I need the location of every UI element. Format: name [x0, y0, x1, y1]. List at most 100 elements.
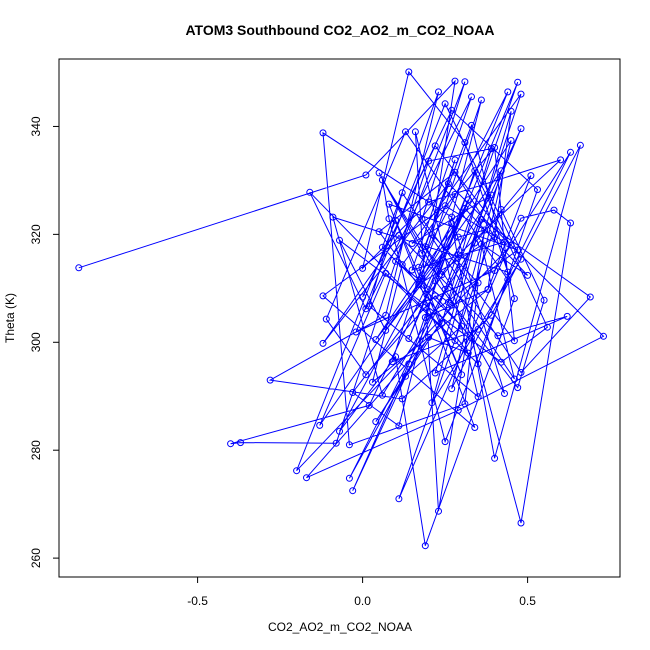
data-point	[567, 219, 574, 227]
data-point	[451, 190, 459, 198]
data-point	[487, 311, 495, 319]
x-axis-label: CO2_AO2_m_CO2_NOAA	[268, 620, 412, 634]
data-point	[385, 200, 393, 208]
data-point	[405, 335, 413, 342]
data-point	[557, 156, 565, 164]
data-point	[497, 358, 505, 366]
data-point	[425, 157, 433, 165]
data-point	[382, 326, 390, 334]
data-point	[451, 168, 459, 176]
data-point	[438, 319, 446, 327]
data-point	[477, 96, 485, 104]
data-point	[550, 206, 558, 214]
data-point	[349, 487, 357, 495]
data-point	[435, 88, 442, 96]
data-point	[306, 188, 314, 196]
data-point	[266, 376, 274, 384]
data-point	[507, 241, 515, 249]
data-point	[418, 215, 426, 223]
data-point	[454, 233, 462, 241]
data-point	[444, 180, 452, 188]
data-point	[398, 189, 406, 197]
y-tick-label: 300	[29, 332, 43, 352]
data-point	[567, 148, 574, 156]
y-tick-label: 340	[29, 116, 43, 136]
data-point	[468, 121, 475, 129]
data-point	[534, 186, 541, 194]
data-point	[418, 274, 426, 282]
data-point	[487, 145, 495, 153]
data-point	[405, 360, 413, 368]
data-point	[507, 137, 515, 144]
data-point	[471, 167, 479, 175]
data-point	[349, 389, 357, 396]
data-point	[497, 167, 505, 175]
data-point	[421, 243, 429, 251]
data-point	[494, 332, 502, 340]
data-point	[428, 230, 436, 238]
data-point	[586, 293, 594, 301]
data-point	[431, 369, 439, 377]
data-point	[336, 427, 343, 435]
series-layer	[75, 68, 607, 550]
data-point	[402, 128, 409, 136]
data-point	[484, 285, 492, 293]
data-point	[474, 325, 482, 333]
data-point	[359, 293, 367, 301]
data-point	[329, 213, 337, 221]
data-point	[517, 519, 525, 527]
data-point	[237, 439, 244, 447]
data-point	[444, 298, 452, 306]
data-point	[345, 474, 353, 482]
data-point	[514, 384, 522, 392]
data-point	[501, 238, 508, 246]
data-point	[514, 78, 522, 86]
data-point	[382, 311, 390, 319]
data-point	[418, 249, 426, 257]
data-point	[497, 206, 505, 213]
data-point	[438, 271, 446, 279]
data-point	[461, 400, 469, 408]
data-point	[402, 372, 409, 380]
data-point	[451, 77, 459, 85]
data-point	[385, 215, 393, 223]
data-point	[395, 495, 403, 503]
data-point	[336, 236, 343, 244]
data-point	[352, 328, 360, 336]
data-point	[563, 312, 571, 320]
data-point	[477, 215, 485, 223]
data-point	[471, 239, 479, 247]
data-point	[576, 141, 584, 149]
data-point	[405, 68, 413, 76]
data-point	[474, 393, 482, 401]
data-point	[458, 371, 466, 379]
data-point	[398, 261, 406, 269]
y-axis: 260 280 300 320 340	[29, 116, 59, 568]
data-point	[491, 267, 499, 274]
data-point	[510, 337, 518, 345]
data-point	[468, 93, 475, 101]
data-point	[441, 202, 449, 210]
data-point	[431, 277, 439, 285]
data-point	[477, 240, 485, 248]
data-point	[365, 401, 373, 409]
x-axis: -0.5 0.0 0.5	[187, 577, 536, 608]
data-point	[378, 391, 386, 399]
data-point	[517, 90, 525, 98]
data-point	[504, 276, 512, 284]
data-point	[378, 176, 386, 184]
data-point	[504, 88, 512, 96]
data-point	[451, 337, 459, 345]
data-point	[362, 305, 370, 313]
data-point	[395, 422, 403, 430]
data-point	[461, 139, 469, 147]
data-point	[372, 418, 380, 426]
data-point	[421, 314, 429, 321]
data-point	[510, 375, 518, 383]
data-point	[362, 171, 370, 179]
data-point	[75, 264, 83, 272]
data-point	[411, 128, 419, 136]
plot-frame	[58, 58, 621, 578]
data-point	[517, 125, 525, 133]
data-point	[415, 281, 423, 288]
